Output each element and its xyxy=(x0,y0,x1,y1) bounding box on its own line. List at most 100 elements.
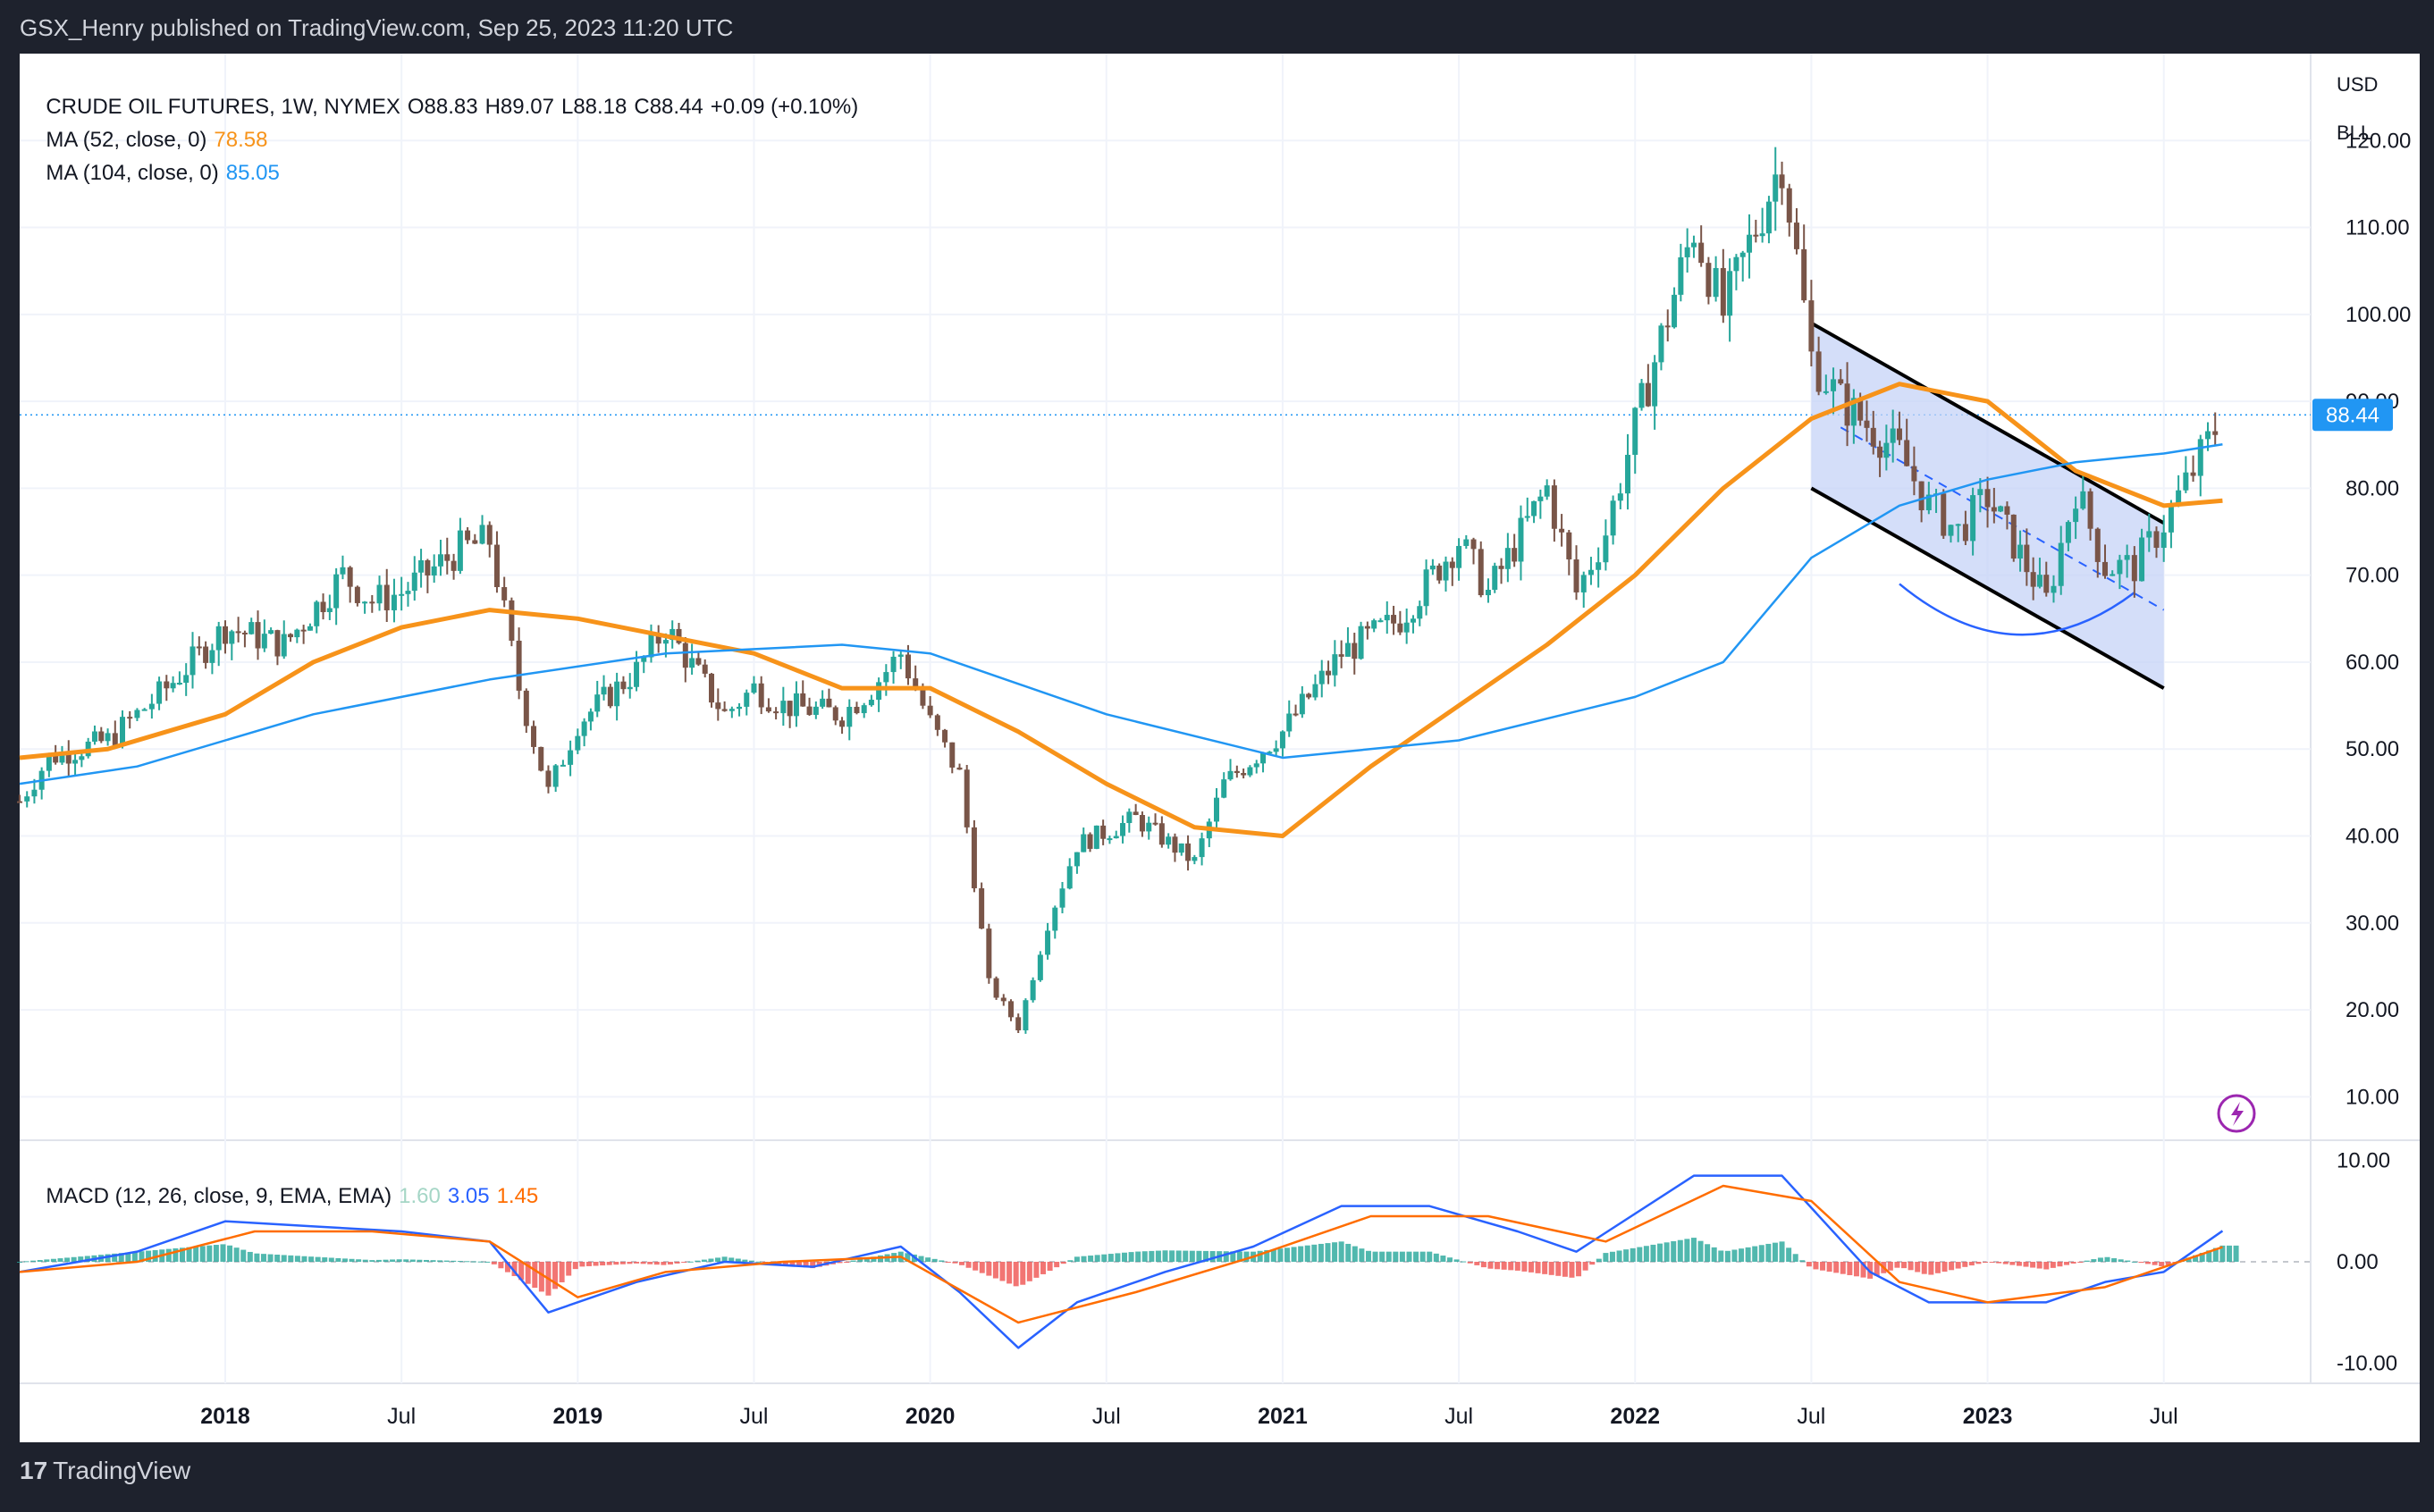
time-tick-label: 2020 xyxy=(905,1404,956,1429)
macd-histogram-bar xyxy=(619,1262,626,1264)
macd-histogram-bar xyxy=(1427,1251,1433,1262)
macd-histogram-bar xyxy=(464,1261,470,1263)
macd-histogram-bar xyxy=(1223,1251,1229,1262)
macd-histogram-bar xyxy=(2016,1262,2022,1266)
candle-body xyxy=(1485,589,1491,596)
candle-body xyxy=(1456,545,1462,568)
candle-body xyxy=(1113,836,1119,839)
macd-histogram-bar xyxy=(755,1261,762,1263)
macd-histogram-bar xyxy=(566,1262,572,1276)
macd-histogram-bar xyxy=(973,1262,979,1271)
candle-body xyxy=(1747,234,1753,253)
candle-body xyxy=(523,690,529,727)
candle-body xyxy=(846,706,853,727)
macd-histogram-bar xyxy=(1968,1262,1975,1266)
ma52-value: 78.58 xyxy=(214,128,268,152)
macd-histogram-bar xyxy=(1941,1262,1948,1273)
candle-body xyxy=(333,574,340,609)
macd-histogram-bar xyxy=(2030,1262,2036,1268)
candle-body xyxy=(405,591,411,594)
macd-histogram-bar xyxy=(1013,1262,1019,1287)
macd-histogram-bar xyxy=(1528,1262,1534,1273)
macd-histogram-bar xyxy=(335,1257,341,1262)
macd-tick-label: 10.00 xyxy=(2337,1149,2390,1173)
candle-body xyxy=(1698,242,1705,264)
macd-histogram-bar xyxy=(2212,1247,2219,1262)
candle-body xyxy=(1152,822,1158,825)
macd-histogram-bar xyxy=(579,1262,585,1267)
candle-body xyxy=(1573,559,1579,592)
macd-histogram-bar xyxy=(653,1262,660,1265)
unit-button[interactable]: BLL xyxy=(2337,122,2372,144)
candle-body xyxy=(1705,263,1712,298)
macd-histogram-bar xyxy=(1419,1251,1426,1262)
candle-body xyxy=(241,632,248,634)
macd-histogram-bar xyxy=(2084,1260,2090,1262)
macd-histogram-bar xyxy=(1663,1242,1670,1262)
macd-histogram-bar xyxy=(390,1259,396,1262)
candle-body xyxy=(1377,620,1384,623)
macd-histogram-bar xyxy=(2233,1245,2239,1262)
candle-body xyxy=(2204,431,2211,440)
candle-body xyxy=(65,752,72,764)
macd-histogram-bar xyxy=(349,1258,355,1262)
candle-body xyxy=(1870,427,1876,447)
macd-histogram-bar xyxy=(1094,1255,1100,1262)
macd-histogram-bar xyxy=(1582,1262,1588,1271)
candle-body xyxy=(560,764,566,767)
time-tick-label: 2023 xyxy=(1963,1404,2013,1429)
macd-histogram-bar xyxy=(837,1262,843,1264)
candle-body xyxy=(861,705,867,714)
candle-body xyxy=(431,566,437,575)
candle-body xyxy=(942,729,948,743)
candle-body xyxy=(235,631,241,634)
candle-body xyxy=(897,654,904,657)
candle-body xyxy=(1045,930,1051,955)
candle-body xyxy=(59,752,65,763)
currency-button[interactable]: USD xyxy=(2337,73,2379,96)
candle-body xyxy=(1326,670,1332,676)
ma52-legend: MA (52, close, 0) 78.58 xyxy=(34,103,274,153)
macd-histogram-bar xyxy=(2118,1259,2124,1262)
candle-body xyxy=(1059,888,1065,908)
candle-body xyxy=(682,643,688,668)
candle-body xyxy=(1883,442,1890,458)
candle-body xyxy=(538,746,544,771)
candle-body xyxy=(820,698,826,707)
candle-body xyxy=(1779,174,1785,189)
macd-histogram-bar xyxy=(213,1245,219,1262)
candle-body xyxy=(1318,670,1325,685)
tradingview-logo-icon: 17 xyxy=(20,1457,48,1484)
candle-body xyxy=(176,683,182,685)
macd-histogram-bar xyxy=(863,1257,870,1262)
candle-body xyxy=(1199,838,1205,858)
macd-histogram-bar xyxy=(1067,1260,1074,1262)
macd-histogram-bar xyxy=(572,1262,578,1270)
macd-histogram-bar xyxy=(2111,1258,2118,1262)
candle-body xyxy=(737,706,743,710)
macd-histogram-bar xyxy=(959,1262,965,1265)
macd-histogram-bar xyxy=(1535,1262,1541,1273)
candle-body xyxy=(854,706,860,714)
macd-histogram-bar xyxy=(647,1262,653,1264)
candle-body xyxy=(709,673,715,703)
candle-body xyxy=(949,742,956,768)
macd-histogram-bar xyxy=(1786,1247,1792,1262)
time-tick-label: Jul xyxy=(1092,1404,1121,1429)
candle-body xyxy=(1436,565,1443,581)
candle-body xyxy=(1672,294,1678,328)
candle-body xyxy=(223,626,229,644)
candle-body xyxy=(1877,446,1883,458)
candle-body xyxy=(813,706,819,715)
macd-histogram-bar xyxy=(695,1260,701,1262)
candle-body xyxy=(1678,256,1684,295)
candle-body xyxy=(1463,539,1470,546)
candle-body xyxy=(1991,507,1997,512)
candle-body xyxy=(376,584,383,604)
macd-histogram-bar xyxy=(681,1262,687,1263)
tradingview-logo[interactable]: 17 TradingView xyxy=(20,1457,190,1485)
macd-histogram-bar xyxy=(383,1259,389,1262)
candle-body xyxy=(1247,767,1253,776)
candle-body xyxy=(362,601,368,604)
